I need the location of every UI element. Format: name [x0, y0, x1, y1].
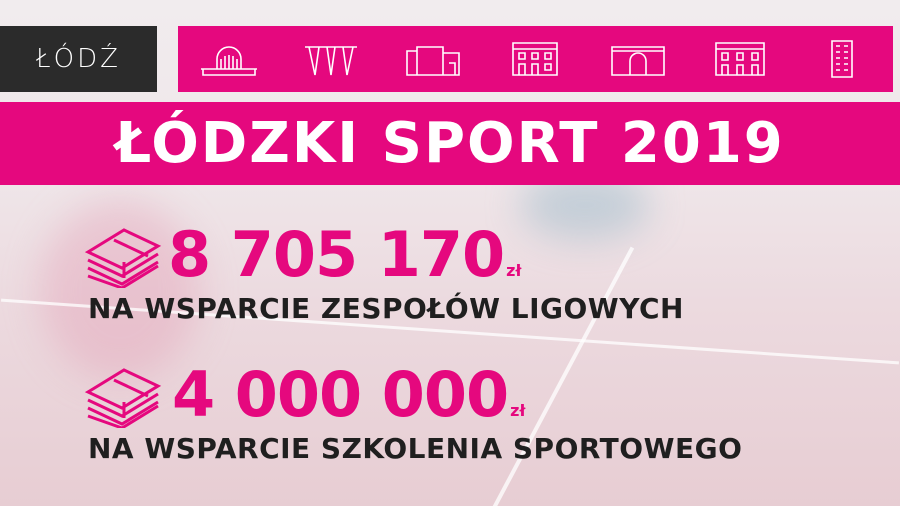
amount-sports-training: 4 000 000 zł	[172, 358, 525, 431]
money-stack-icon	[84, 228, 162, 288]
railway-station-icon	[201, 46, 258, 76]
amount-value: 8 705 170	[168, 218, 505, 291]
amount-league-teams: 8 705 170 zł	[168, 218, 521, 291]
currency: zł	[510, 401, 526, 420]
currency: zł	[506, 261, 522, 280]
lodz-logo: ŁÓDŹ	[0, 26, 157, 92]
money-stack-icon	[84, 368, 162, 428]
amount-value: 4 000 000	[172, 358, 509, 431]
tenement-icon	[512, 42, 559, 76]
title-banner: ŁÓDZKI SPORT 2019	[0, 102, 900, 185]
tower-block-icon	[831, 40, 853, 78]
palace-icon	[714, 42, 765, 76]
umbrella-pavilion-icon	[305, 46, 358, 76]
page-title: ŁÓDZKI SPORT 2019	[115, 111, 785, 176]
label-sports-training: NA WSPARCIE SZKOLENIA SPORTOWEGO	[88, 432, 743, 465]
background-photo-blur	[40, 200, 200, 380]
label-league-teams: NA WSPARCIE ZESPOŁÓW LIGOWYCH	[88, 292, 684, 325]
logo-text: ŁÓDŹ	[36, 44, 121, 74]
gateway-building-icon	[610, 46, 665, 76]
modern-building-icon	[406, 46, 461, 76]
landmarks-bar	[178, 26, 893, 92]
